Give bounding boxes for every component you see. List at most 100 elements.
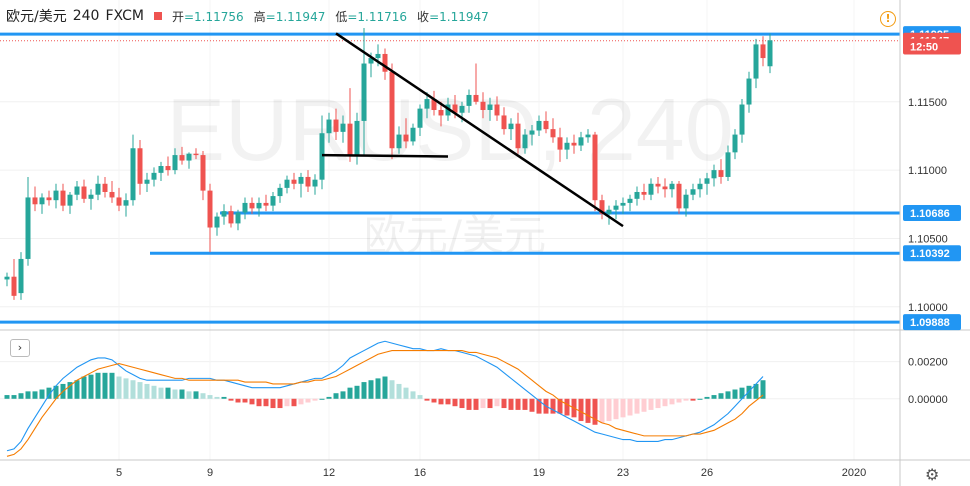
candle-body — [298, 176, 304, 184]
horizontal-levels[interactable] — [0, 32, 900, 324]
macd-histogram-bar — [95, 372, 101, 399]
macd-histogram-bar — [235, 398, 241, 403]
macd-histogram-bar — [221, 396, 227, 399]
price-tick-label: 1.11000 — [908, 165, 947, 177]
macd-histogram-bar — [270, 398, 276, 409]
candle-body — [25, 197, 31, 259]
candle-body — [543, 120, 549, 130]
price-label-text: 1.09888 — [910, 317, 950, 329]
macd-histogram-bar — [32, 391, 38, 399]
candle-body — [599, 200, 605, 214]
macd-histogram-bar — [746, 385, 752, 399]
price-label-box — [903, 38, 961, 55]
macd-histogram-bar — [375, 378, 381, 399]
candle-body — [634, 191, 640, 199]
open-value: =1.11756 — [183, 9, 244, 24]
candle-body — [760, 44, 766, 59]
candle-body — [522, 134, 528, 149]
macd-histogram-bar — [81, 376, 87, 399]
time-tick-label: 12 — [323, 467, 335, 479]
candle-body — [648, 183, 654, 195]
candle-body — [396, 134, 402, 149]
macd-histogram-bar — [690, 398, 696, 401]
macd-histogram-bar — [312, 398, 318, 401]
macd-tick-label: 0.00000 — [908, 394, 948, 406]
candle-body — [669, 183, 675, 190]
macd-histogram-bar — [284, 398, 290, 407]
macd-histogram-bar — [550, 398, 556, 414]
candle-body — [214, 216, 220, 228]
macd-histogram-bar — [193, 391, 199, 399]
macd-histogram-bar — [711, 395, 717, 399]
macd-histogram-bar — [179, 389, 185, 399]
macd-histogram-bar — [613, 398, 619, 420]
candle-body — [438, 109, 444, 116]
macd-histogram-bar — [739, 387, 745, 399]
macd-histogram-bar — [508, 398, 514, 410]
macd-histogram-bar — [396, 383, 402, 399]
price-label-box — [903, 314, 961, 331]
candle-body — [613, 205, 619, 210]
macd-histogram-bar — [697, 398, 703, 400]
candle-body — [767, 40, 773, 67]
macd-histogram-bar — [165, 387, 171, 399]
close-label: 收 — [417, 9, 430, 24]
trend-line — [321, 153, 449, 158]
candle-body — [480, 101, 486, 110]
macd-histogram-bar — [718, 393, 724, 399]
macd-histogram-bar — [340, 391, 346, 399]
candle-body — [739, 104, 745, 135]
candle-body — [368, 58, 374, 64]
candle-body — [683, 194, 689, 209]
candle-body — [375, 53, 381, 59]
macd-histogram-bar — [529, 398, 535, 412]
candle-body — [536, 120, 542, 131]
macd-histogram-bar — [298, 398, 304, 405]
price-label-box — [903, 205, 961, 222]
macd-histogram-bar — [382, 376, 388, 399]
macd-histogram-bar — [417, 395, 423, 399]
candle-body — [340, 123, 346, 132]
candle-body — [508, 123, 514, 130]
candle-body — [725, 152, 731, 177]
warning-icon[interactable]: ! — [880, 11, 896, 27]
macd-histogram-bar — [564, 398, 570, 416]
macd-histogram-bar — [683, 398, 689, 401]
macd-histogram-bar — [648, 398, 654, 410]
trend-lines[interactable] — [321, 32, 624, 228]
settings-gear-icon[interactable]: ⚙ — [925, 465, 940, 484]
macd-histogram-bar — [452, 398, 458, 407]
interval[interactable]: 240 — [72, 8, 100, 24]
price-label-box — [903, 245, 961, 262]
candle-body — [718, 170, 724, 177]
symbol-name[interactable]: 欧元/美元 — [6, 9, 67, 25]
candle-body — [620, 202, 626, 206]
high-label: 高 — [253, 9, 266, 24]
high-value: =1.11947 — [265, 9, 326, 24]
macd-histogram-bar — [326, 396, 332, 399]
candle-body — [116, 197, 122, 206]
time-tick-label: 5 — [116, 467, 122, 479]
macd-histogram-bar — [53, 385, 59, 399]
trend-line — [335, 32, 624, 228]
candle-body — [606, 209, 612, 214]
macd-histogram-bar — [263, 398, 269, 407]
price-label-text: 1.10392 — [910, 248, 950, 260]
candle-body — [256, 202, 262, 209]
macd-histogram-bar — [277, 398, 283, 409]
macd-histogram-bar — [592, 398, 598, 425]
macd-histogram-bar — [599, 398, 605, 423]
candle-body — [102, 183, 108, 192]
candle-body — [417, 108, 423, 128]
macd-histogram-bar — [333, 393, 339, 399]
price-label-text: 12:50 — [910, 41, 938, 53]
candle-body — [578, 137, 584, 146]
collapse-chevron-icon[interactable]: › — [10, 339, 30, 357]
candle-body — [144, 179, 150, 184]
macd-histogram-bar — [361, 382, 367, 399]
candle-body — [207, 190, 213, 228]
macd-histogram-bar — [11, 395, 17, 399]
low-label: 低 — [335, 9, 348, 24]
candle-body — [662, 186, 668, 190]
candle-body — [151, 172, 157, 180]
